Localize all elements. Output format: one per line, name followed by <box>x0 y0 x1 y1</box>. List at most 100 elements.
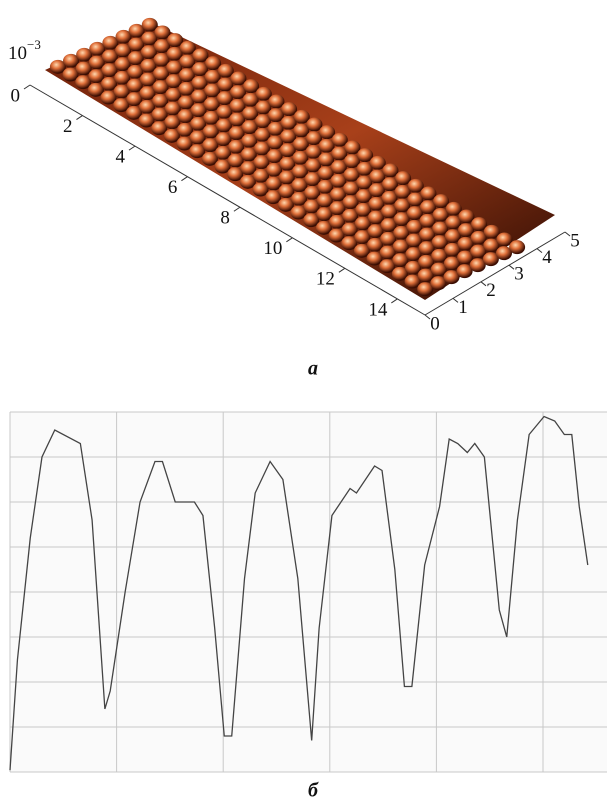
bump <box>445 201 462 216</box>
bump <box>204 83 221 98</box>
bump <box>406 206 423 221</box>
bump <box>153 39 170 54</box>
bump <box>407 178 424 193</box>
bump <box>417 268 434 283</box>
bump <box>253 141 270 156</box>
bump <box>217 77 234 92</box>
bump <box>240 147 257 162</box>
bump <box>75 61 92 76</box>
bump <box>443 256 460 271</box>
bump <box>228 126 245 141</box>
bump <box>113 84 130 99</box>
bump <box>228 139 245 154</box>
bump <box>215 145 232 160</box>
bump <box>153 52 170 67</box>
bump <box>293 123 310 138</box>
bump <box>253 155 270 170</box>
bump <box>433 194 450 209</box>
bump <box>229 85 246 100</box>
bump <box>304 172 321 187</box>
bump <box>126 92 143 107</box>
z-scale: 10−3 <box>8 37 41 64</box>
bump <box>279 156 296 171</box>
tick <box>480 281 487 287</box>
bump <box>242 92 259 107</box>
bump <box>470 230 487 245</box>
tick <box>564 231 571 237</box>
bump <box>458 209 475 224</box>
bump <box>369 169 386 184</box>
bump <box>141 31 158 46</box>
bump <box>303 213 320 228</box>
bump <box>216 91 233 106</box>
bump <box>341 222 358 237</box>
profile-chart <box>9 411 607 773</box>
x-axis <box>29 84 426 316</box>
bump <box>341 236 358 251</box>
bump <box>419 200 436 215</box>
bump <box>178 81 195 96</box>
y-axis <box>424 231 566 316</box>
bump <box>191 89 208 104</box>
bump <box>392 239 409 254</box>
bump <box>356 161 373 176</box>
bump <box>344 140 361 155</box>
bump <box>379 259 396 274</box>
bump <box>214 159 231 174</box>
bump <box>315 220 332 235</box>
bump <box>445 215 462 230</box>
x-tick-label: 8 <box>220 208 230 229</box>
bump <box>392 253 409 268</box>
bump <box>100 90 117 105</box>
bump <box>380 231 397 246</box>
bump <box>265 176 282 191</box>
z-scale-exponent: −3 <box>27 37 41 52</box>
tick <box>286 237 293 243</box>
bump <box>382 163 399 178</box>
tick <box>181 176 188 182</box>
bump <box>192 48 209 63</box>
x-tick-label: 10 <box>263 238 282 259</box>
bump <box>305 131 322 146</box>
bump <box>331 132 348 147</box>
bump <box>419 213 436 228</box>
y-tick-label: 0 <box>430 313 440 334</box>
bump <box>202 124 219 139</box>
bump <box>268 94 285 109</box>
bump <box>432 207 449 222</box>
bump <box>380 218 397 233</box>
bump <box>291 191 308 206</box>
bump <box>417 282 434 297</box>
tick <box>536 248 543 253</box>
bump <box>240 161 257 176</box>
bump <box>354 230 371 245</box>
bump <box>316 193 333 208</box>
bump <box>216 104 233 119</box>
bump <box>165 74 182 89</box>
bump <box>444 229 461 244</box>
bump <box>114 57 131 72</box>
bump <box>128 37 145 52</box>
tick <box>128 145 136 151</box>
bump <box>290 205 307 220</box>
bump <box>267 121 284 136</box>
bump <box>368 196 385 211</box>
bump <box>368 183 385 198</box>
bump <box>241 133 258 148</box>
y-tick-label: 3 <box>514 264 524 285</box>
bump <box>138 113 155 128</box>
bump <box>243 79 260 94</box>
bump <box>469 258 486 273</box>
bump <box>280 115 297 130</box>
bump <box>127 51 144 66</box>
bump <box>317 166 334 181</box>
bump <box>328 228 345 243</box>
bump <box>62 67 79 82</box>
y-tick-label: 1 <box>458 297 468 318</box>
bump <box>191 62 208 77</box>
bump <box>230 71 247 86</box>
bump <box>87 82 104 97</box>
tick <box>424 314 431 320</box>
bump <box>241 120 258 135</box>
bump <box>166 46 183 61</box>
